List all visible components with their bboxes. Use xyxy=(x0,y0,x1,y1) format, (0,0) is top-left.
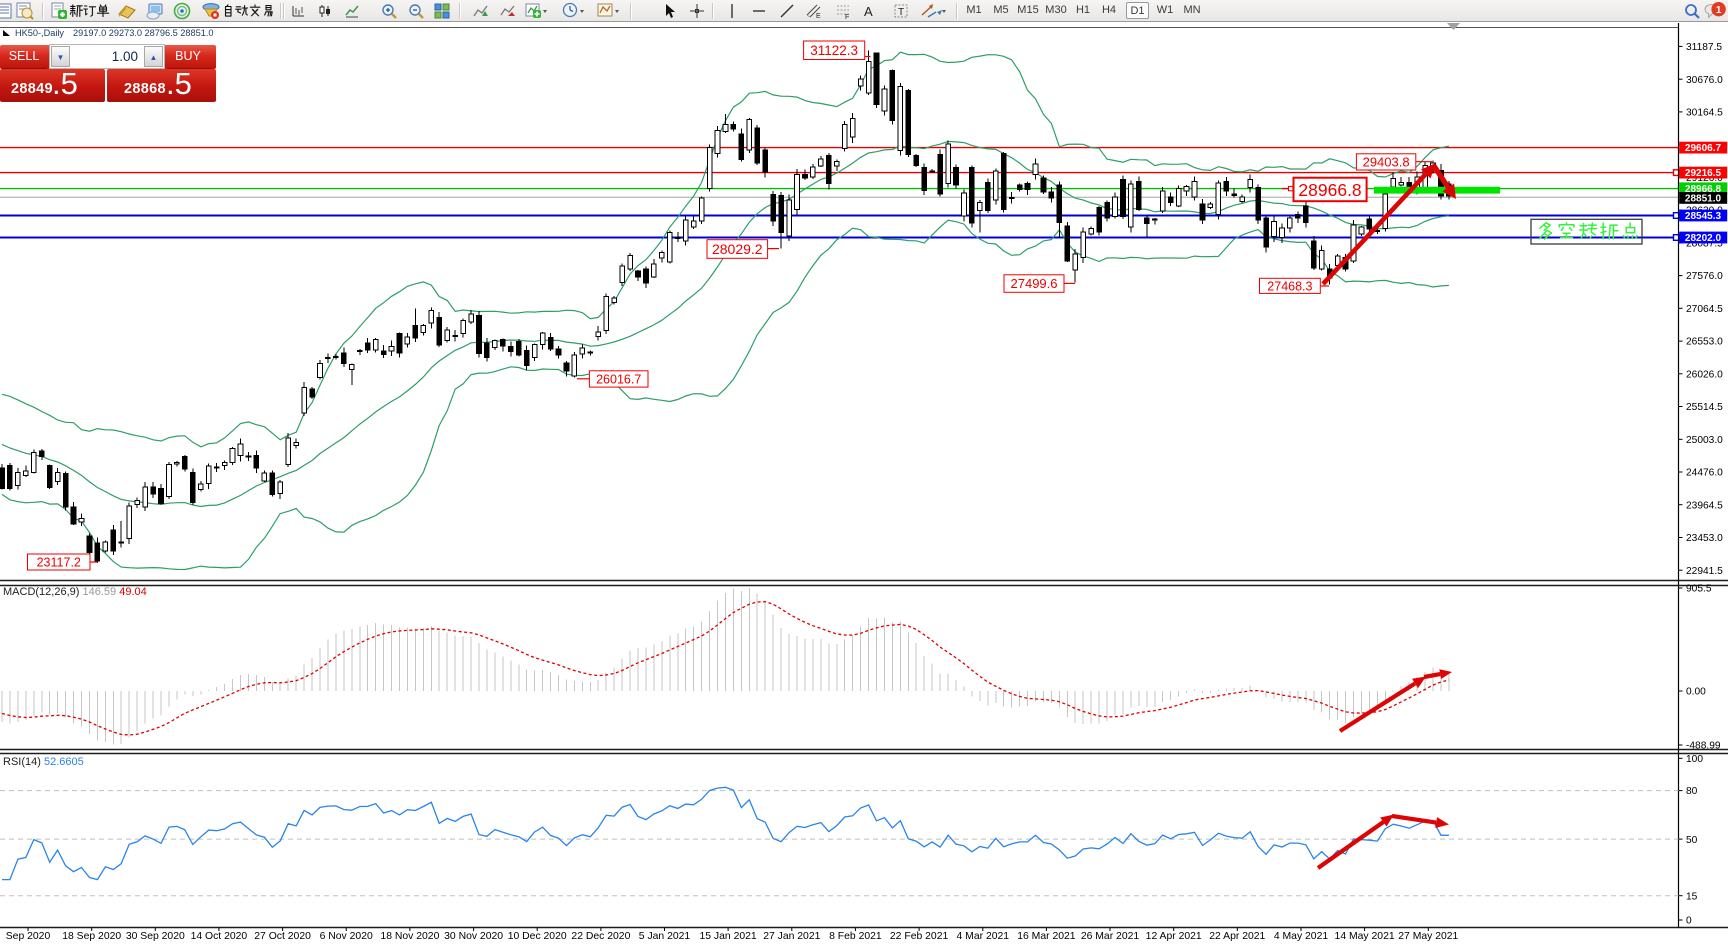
svg-text:25514.5: 25514.5 xyxy=(1686,402,1723,413)
svg-text:23964.5: 23964.5 xyxy=(1686,500,1723,511)
svg-text:-488.99: -488.99 xyxy=(1686,741,1721,752)
svg-text:30676.0: 30676.0 xyxy=(1686,75,1723,86)
svg-text:27064.5: 27064.5 xyxy=(1686,304,1723,315)
svg-text:6 Nov 2020: 6 Nov 2020 xyxy=(320,931,373,942)
svg-text:15: 15 xyxy=(1686,891,1698,902)
svg-text:22 Feb 2021: 22 Feb 2021 xyxy=(890,931,949,942)
svg-text:4 Mar 2021: 4 Mar 2021 xyxy=(957,931,1010,942)
svg-text:26 Mar 2021: 26 Mar 2021 xyxy=(1081,931,1140,942)
svg-text:23117.2: 23117.2 xyxy=(37,556,81,570)
svg-text:27576.0: 27576.0 xyxy=(1686,271,1723,282)
svg-text:26026.0: 26026.0 xyxy=(1686,369,1723,380)
svg-text:28966.8: 28966.8 xyxy=(1685,184,1722,195)
svg-text:T: T xyxy=(898,7,904,18)
svg-text:100: 100 xyxy=(1686,754,1703,765)
svg-text:29216.5: 29216.5 xyxy=(1685,168,1722,179)
svg-text:29403.8: 29403.8 xyxy=(1363,155,1410,170)
svg-text:28545.3: 28545.3 xyxy=(1685,211,1722,222)
svg-text:28029.2: 28029.2 xyxy=(712,241,763,257)
svg-text:50: 50 xyxy=(1686,835,1698,846)
svg-text:905.5: 905.5 xyxy=(1686,584,1712,595)
svg-text:28087.5: 28087.5 xyxy=(1686,238,1723,249)
svg-text:28966.8: 28966.8 xyxy=(1298,180,1361,200)
svg-text:27468.3: 27468.3 xyxy=(1267,279,1312,293)
svg-text:14 May 2021: 14 May 2021 xyxy=(1335,931,1395,942)
svg-text:27499.6: 27499.6 xyxy=(1011,276,1058,291)
svg-text:10 Dec 2020: 10 Dec 2020 xyxy=(508,931,567,942)
svg-text:4 May 2021: 4 May 2021 xyxy=(1274,931,1329,942)
svg-text:27 May 2021: 27 May 2021 xyxy=(1398,931,1458,942)
svg-text:16 Mar 2021: 16 Mar 2021 xyxy=(1017,931,1076,942)
svg-text:26553.0: 26553.0 xyxy=(1686,337,1723,348)
svg-text:22 Apr 2021: 22 Apr 2021 xyxy=(1209,931,1265,942)
svg-text:F: F xyxy=(845,14,849,20)
svg-text:E: E xyxy=(816,13,821,20)
svg-text:30 Sep 2020: 30 Sep 2020 xyxy=(126,931,185,942)
svg-text:27 Oct 2020: 27 Oct 2020 xyxy=(254,931,311,942)
svg-text:80: 80 xyxy=(1686,786,1698,797)
svg-text:25003.0: 25003.0 xyxy=(1686,435,1723,446)
svg-text:30 Nov 2020: 30 Nov 2020 xyxy=(444,931,503,942)
svg-text:27 Jan 2021: 27 Jan 2021 xyxy=(763,931,820,942)
svg-text:8 Feb 2021: 8 Feb 2021 xyxy=(829,931,882,942)
svg-text:MACD(12,26,9) 146.59 49.04: MACD(12,26,9) 146.59 49.04 xyxy=(3,586,147,598)
svg-text:14 Oct 2020: 14 Oct 2020 xyxy=(191,931,248,942)
svg-text:31122.3: 31122.3 xyxy=(810,43,858,58)
svg-text:28202.0: 28202.0 xyxy=(1685,233,1722,244)
svg-text:0: 0 xyxy=(1686,916,1692,927)
svg-text:22941.5: 22941.5 xyxy=(1686,566,1723,577)
svg-text:28851.0: 28851.0 xyxy=(1685,193,1722,204)
svg-text:5 Jan 2021: 5 Jan 2021 xyxy=(639,931,691,942)
svg-text:1: 1 xyxy=(1716,5,1722,16)
svg-text:RSI(14) 52.6605: RSI(14) 52.6605 xyxy=(3,756,84,768)
svg-text:30164.5: 30164.5 xyxy=(1686,108,1723,119)
svg-text:Sep 2020: Sep 2020 xyxy=(6,931,51,942)
svg-text:26016.7: 26016.7 xyxy=(596,372,641,386)
svg-text:31187.5: 31187.5 xyxy=(1686,42,1722,53)
svg-text:18 Nov 2020: 18 Nov 2020 xyxy=(380,931,439,942)
svg-text:24476.0: 24476.0 xyxy=(1686,468,1723,479)
svg-text:0.00: 0.00 xyxy=(1686,687,1706,698)
svg-text:12 Apr 2021: 12 Apr 2021 xyxy=(1146,931,1202,942)
svg-text:22 Dec 2020: 22 Dec 2020 xyxy=(571,931,630,942)
svg-text:15 Jan 2021: 15 Jan 2021 xyxy=(699,931,756,942)
svg-text:29606.7: 29606.7 xyxy=(1685,143,1722,154)
svg-text:23453.0: 23453.0 xyxy=(1686,533,1723,544)
svg-text:18 Sep 2020: 18 Sep 2020 xyxy=(62,931,121,942)
